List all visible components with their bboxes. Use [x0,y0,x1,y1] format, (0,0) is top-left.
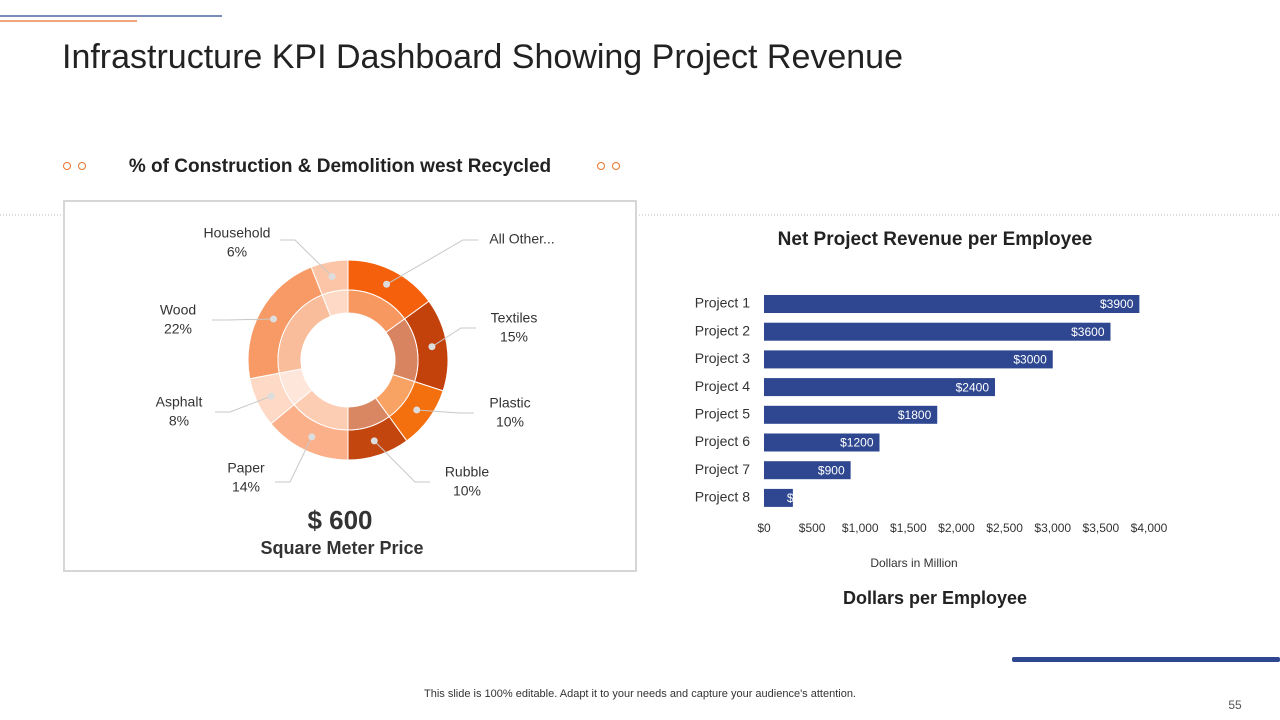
bar [764,322,1111,341]
leader-dot [328,273,336,281]
value-label: 14% [232,479,260,495]
y-tick-label: Project 8 [695,489,750,505]
value-label: 6% [227,244,247,260]
bar [764,378,995,397]
bar-value-label: $1200 [840,436,874,450]
decor-dot [612,162,620,170]
value-label: 8% [169,413,189,429]
value-label: 10% [496,414,524,430]
kpi-value: $ 600 [307,505,372,535]
leader-dot [267,392,275,400]
category-label: Household [204,225,271,241]
leader-dot [370,437,378,445]
decor-dot [63,162,71,170]
leader-dot [413,406,421,414]
x-axis-label: Dollars in Million [870,556,957,570]
leader-line [215,395,272,413]
leader-line [275,436,313,483]
y-tick-label: Project 4 [695,378,750,394]
category-label: Asphalt [156,394,203,410]
leader-dot [428,343,436,351]
donut-title: % of Construction & Demolition west Recy… [129,156,551,177]
bar-value-label: $300 [787,491,814,505]
bar-value-label: $3900 [1100,297,1134,311]
y-tick-label: Project 5 [695,406,750,422]
value-label: 15% [500,329,528,345]
kpi-label: Square Meter Price [260,538,423,558]
page-title: Infrastructure KPI Dashboard Showing Pro… [62,38,903,76]
page-number: 55 [1228,698,1242,712]
bar [764,405,938,424]
bar [764,433,880,452]
bar [764,350,1053,369]
y-tick-label: Project 3 [695,350,750,366]
decor-dot [78,162,86,170]
category-label: Textiles [491,310,538,326]
bar-value-label: $1800 [898,408,932,422]
decor-dot [597,162,605,170]
value-label: 10% [453,483,481,499]
leader-line [386,239,478,285]
footer: This slide is 100% editable. Adapt it to… [424,688,856,700]
x-tick-label: $3,000 [1034,521,1071,535]
x-tick-label: $2,500 [986,521,1023,535]
x-tick-label: $0 [757,521,771,535]
category-label: Wood [160,302,196,318]
value-label: 22% [164,321,192,337]
leader-dot [383,280,391,288]
leader-line [416,409,474,414]
leader-line [280,239,333,277]
y-tick-label: Project 7 [695,461,750,477]
donut-inner-segment [321,289,349,317]
decor-bar [1012,657,1280,662]
category-label: Plastic [489,395,530,411]
leader-line [431,327,476,348]
bar [764,461,851,480]
x-tick-label: $1,000 [842,521,879,535]
category-label: Rubble [445,464,490,480]
category-label: All Other... [489,231,554,247]
bar [764,488,793,507]
bar [764,295,1140,313]
bar-value-label: $3600 [1071,325,1105,339]
bar-value-label: $3000 [1013,353,1047,367]
y-tick-label: Project 1 [695,295,750,311]
leader-line [212,318,274,321]
bar-caption: Dollars per Employee [843,588,1027,608]
leader-dot [308,433,316,441]
y-tick-label: Project 2 [695,322,750,338]
x-tick-label: $500 [799,521,826,535]
leader-dot [270,315,278,323]
y-tick-label: Project 6 [695,433,750,449]
leader-line [373,440,430,483]
x-tick-label: $4,000 [1131,521,1168,535]
x-tick-label: $2,000 [938,521,975,535]
bar-value-label: $2400 [956,380,990,394]
x-tick-label: $1,500 [890,521,927,535]
x-tick-label: $3,500 [1083,521,1120,535]
category-label: Paper [227,460,265,476]
bar-value-label: $900 [818,463,845,477]
bar-title: Net Project Revenue per Employee [778,229,1093,250]
